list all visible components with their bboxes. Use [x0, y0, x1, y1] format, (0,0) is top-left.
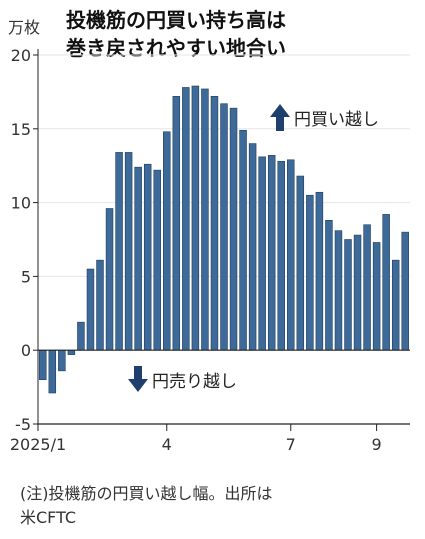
footnote-line-1: (注)投機筋の円買い越し幅。出所は	[20, 484, 273, 503]
buy-annotation: 円買い越し	[270, 104, 379, 131]
bar	[306, 194, 314, 351]
bar	[105, 208, 114, 351]
x-tick-label: 2025/1	[10, 435, 66, 454]
bar	[67, 349, 76, 355]
x-axis: 2025/1 4 7 9	[10, 349, 410, 454]
bar	[96, 259, 104, 351]
y-tick-label: 20	[11, 46, 31, 65]
bar	[86, 268, 95, 351]
bar	[239, 129, 247, 351]
bar	[325, 220, 333, 351]
bar	[172, 96, 181, 351]
bar	[344, 239, 352, 351]
bar	[248, 143, 257, 351]
bar-series	[39, 85, 409, 394]
x-tick-label: 4	[162, 435, 172, 454]
up-arrow-icon	[270, 104, 290, 131]
chart-title-line-2: 巻き戻されやすい地合い	[66, 36, 286, 60]
bar	[210, 96, 219, 351]
sell-annotation: 円売り越し	[128, 366, 237, 392]
bar	[363, 224, 371, 351]
y-tick-label: 10	[11, 194, 31, 213]
y-axis-unit-label: 万枚	[8, 18, 41, 37]
buy-annotation-label: 円買い越し	[294, 110, 379, 130]
bar	[229, 107, 238, 351]
bar	[153, 169, 161, 351]
bar	[372, 242, 381, 351]
down-arrow-icon	[128, 366, 148, 392]
bar	[124, 152, 133, 351]
y-tick-label: 5	[21, 267, 31, 286]
bar	[296, 175, 305, 351]
bar	[182, 87, 190, 351]
bar	[48, 349, 57, 394]
x-tick-label: 9	[372, 435, 382, 454]
bar	[201, 88, 209, 351]
bar	[267, 155, 276, 351]
bar	[143, 163, 152, 351]
bar-chart: 20 15 10 5 0 -5 2025/1 4 7 9 円買い越し 円売り越し	[10, 46, 410, 454]
bar	[401, 231, 409, 351]
chart-title: 投機筋の円買い持ち高は 巻き戻されやすい地合い	[66, 6, 286, 62]
footnote: (注)投機筋の円買い越し幅。出所は 米CFTC	[20, 482, 273, 530]
bar	[353, 234, 362, 351]
footnote-line-2: 米CFTC	[20, 508, 77, 527]
bar	[115, 152, 123, 351]
bar	[77, 321, 85, 351]
bar	[163, 131, 171, 351]
bar	[334, 230, 343, 351]
sell-annotation-label: 円売り越し	[152, 372, 237, 392]
x-tick-label: 7	[286, 435, 296, 454]
bar	[58, 349, 66, 372]
bar	[277, 160, 285, 351]
bar	[258, 156, 266, 351]
bar	[220, 103, 228, 351]
y-tick-label: -5	[15, 415, 31, 434]
bar	[315, 191, 324, 351]
chart-title-line-1: 投機筋の円買い持ち高は	[66, 8, 286, 32]
bar	[382, 214, 390, 351]
bar	[134, 166, 142, 351]
bar	[287, 159, 295, 351]
bar	[39, 349, 47, 381]
bar	[391, 259, 400, 351]
bar	[191, 85, 200, 351]
y-tick-label: 0	[21, 341, 31, 360]
y-tick-label: 15	[11, 120, 31, 139]
